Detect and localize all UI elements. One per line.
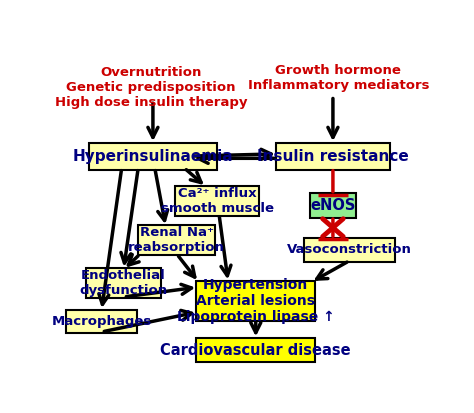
FancyBboxPatch shape bbox=[138, 225, 215, 256]
Text: Ca²⁺ influx
smooth muscle: Ca²⁺ influx smooth muscle bbox=[161, 187, 273, 215]
FancyBboxPatch shape bbox=[303, 237, 395, 262]
Text: Vasoconstriction: Vasoconstriction bbox=[287, 243, 412, 256]
Text: Growth hormone
Inflammatory mediators: Growth hormone Inflammatory mediators bbox=[248, 64, 429, 92]
Text: Insulin resistance: Insulin resistance bbox=[257, 149, 409, 164]
Text: Overnutrition
Genetic predisposition
High dose insulin therapy: Overnutrition Genetic predisposition Hig… bbox=[55, 66, 247, 109]
Text: Endothelial
dysfunction: Endothelial dysfunction bbox=[80, 269, 168, 297]
Text: Renal Na⁺
reabsorption: Renal Na⁺ reabsorption bbox=[128, 226, 225, 254]
FancyBboxPatch shape bbox=[310, 193, 356, 218]
Text: Hyperinsulinaemia: Hyperinsulinaemia bbox=[73, 149, 233, 164]
FancyBboxPatch shape bbox=[175, 185, 259, 216]
FancyBboxPatch shape bbox=[196, 281, 316, 320]
FancyBboxPatch shape bbox=[86, 268, 161, 299]
Text: Hypertension
Arterial lesions
Lipoprotein lipase ↑: Hypertension Arterial lesions Lipoprotei… bbox=[177, 278, 335, 324]
FancyBboxPatch shape bbox=[196, 338, 316, 363]
Text: eNOS: eNOS bbox=[310, 198, 356, 213]
FancyBboxPatch shape bbox=[276, 142, 390, 170]
FancyBboxPatch shape bbox=[66, 309, 137, 333]
FancyBboxPatch shape bbox=[89, 142, 217, 170]
Text: Cardiovascular disease: Cardiovascular disease bbox=[161, 342, 351, 358]
Text: Macrophages: Macrophages bbox=[51, 315, 152, 328]
